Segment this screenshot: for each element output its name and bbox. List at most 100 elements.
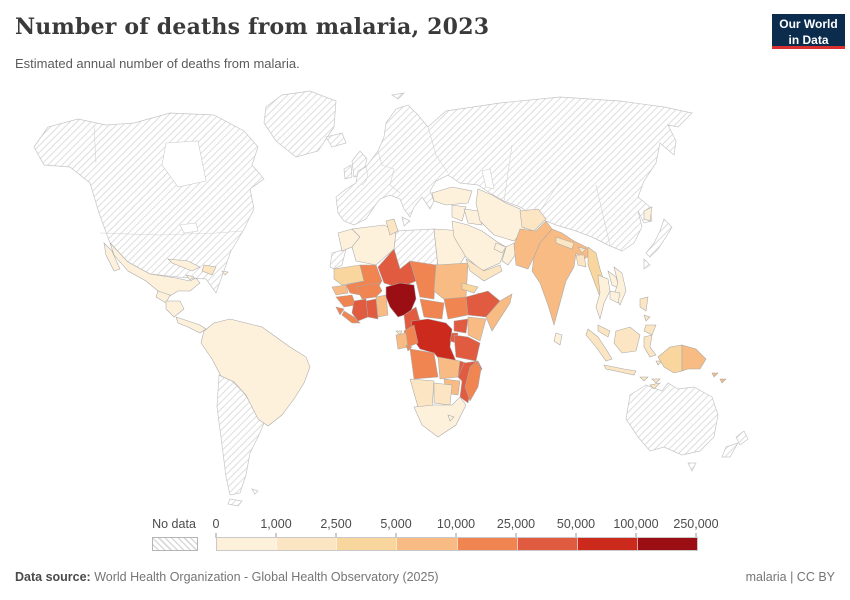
country-gabon[interactable] (395, 332, 409, 350)
legend-bin-swatch[interactable] (336, 538, 397, 550)
country-lesser-sunda-2[interactable] (651, 378, 661, 384)
page-title: Number of deaths from malaria, 2023 (15, 14, 490, 40)
country-tunisia[interactable] (385, 218, 399, 236)
country-timor[interactable] (649, 382, 661, 390)
country-jamaica[interactable] (185, 274, 195, 281)
country-borneo[interactable] (613, 326, 641, 354)
country-namibia[interactable] (409, 378, 435, 410)
country-somalia[interactable] (485, 293, 513, 332)
country-iraq[interactable] (463, 208, 483, 226)
legend-bin-swatch[interactable] (217, 538, 277, 550)
border-line (427, 126, 449, 174)
country-turkey[interactable] (431, 186, 473, 206)
country-nepal[interactable] (555, 236, 575, 250)
country-south-sudan[interactable] (443, 296, 469, 320)
country-oman[interactable] (501, 242, 519, 266)
country-hispaniola[interactable] (201, 264, 217, 276)
legend-tick-label: 2,500 (320, 517, 352, 531)
legend-tick-label: 5,000 (380, 517, 412, 531)
country-india[interactable] (531, 228, 595, 326)
country-maluku[interactable] (655, 360, 663, 366)
country-saudi-arabia[interactable] (451, 220, 507, 272)
legend-bin-swatch[interactable] (276, 538, 337, 550)
country-sumatra[interactable] (585, 328, 613, 362)
country-solomon-1[interactable] (711, 372, 719, 378)
country-eritrea[interactable] (461, 282, 479, 294)
country-ghana[interactable] (365, 298, 379, 320)
border-line (535, 180, 561, 218)
country-sulawesi[interactable] (643, 334, 657, 358)
country-west-papua[interactable] (657, 344, 683, 374)
country-south-america-tropical[interactable] (200, 318, 311, 427)
country-equatorial-guinea[interactable] (395, 330, 403, 336)
country-cote-divoire[interactable] (351, 298, 369, 322)
country-cuba[interactable] (167, 258, 201, 272)
region-greenland-no-data (263, 90, 337, 158)
region-new-zealand-north-no-data (735, 430, 749, 446)
country-uae-qatar[interactable] (493, 242, 507, 254)
country-philippines-luzon[interactable] (639, 296, 649, 312)
country-yemen[interactable] (465, 258, 503, 282)
legend-tick-mark (695, 533, 697, 538)
country-honduras-nicaragua[interactable] (165, 300, 185, 318)
owid-logo-line2: in Data (788, 32, 829, 47)
country-burkina-faso[interactable] (355, 282, 383, 300)
country-uganda[interactable] (453, 318, 469, 334)
region-western-sahara-no-data (329, 248, 347, 270)
country-guinea[interactable] (335, 294, 357, 308)
country-madagascar[interactable] (464, 360, 482, 402)
legend-bin-swatch[interactable] (396, 538, 457, 550)
country-zambia[interactable] (437, 356, 461, 380)
country-puerto-rico[interactable] (221, 270, 229, 276)
country-costa-rica-panama[interactable] (175, 316, 207, 334)
country-sudan[interactable] (433, 262, 469, 302)
country-philippines-mindanao[interactable] (643, 324, 657, 336)
country-mauritania[interactable] (333, 264, 365, 286)
country-papua-new-guinea[interactable] (681, 344, 707, 372)
country-lesser-sunda-1[interactable] (639, 376, 649, 382)
country-chad[interactable] (409, 260, 437, 300)
country-senegal[interactable] (331, 284, 349, 296)
country-north-korea[interactable] (643, 206, 653, 222)
region-southern-cone-no-data (216, 374, 265, 496)
owid-logo[interactable]: Our World in Data (772, 14, 845, 49)
country-solomon-2[interactable] (719, 378, 727, 384)
footer-license[interactable]: malaria | CC BY (745, 570, 835, 584)
country-botswana[interactable] (433, 382, 453, 406)
country-sierra-leone[interactable] (335, 306, 345, 316)
country-cambodia[interactable] (609, 290, 621, 304)
legend-bin-swatch[interactable] (636, 538, 697, 550)
country-bangladesh[interactable] (575, 254, 587, 268)
country-kenya[interactable] (467, 316, 487, 342)
country-car[interactable] (419, 298, 445, 320)
country-syria-jordan[interactable] (451, 204, 467, 222)
country-tanzania[interactable] (453, 334, 481, 362)
country-sri-lanka[interactable] (553, 332, 563, 346)
legend-tick-mark (215, 533, 217, 538)
country-togo-benin[interactable] (375, 294, 389, 318)
region-japan-no-data (645, 218, 673, 258)
border-line (389, 168, 401, 194)
border-line (503, 144, 513, 202)
legend-tick-mark (395, 533, 397, 538)
country-mexico[interactable] (109, 242, 201, 298)
legend-tick-label: 25,000 (496, 517, 536, 531)
legend-no-data-swatch[interactable] (152, 537, 198, 551)
country-lesotho[interactable] (447, 414, 455, 422)
legend-bin-swatch[interactable] (456, 538, 517, 550)
country-bhutan[interactable] (577, 246, 587, 254)
region-tasmania-no-data (687, 462, 697, 472)
country-angola[interactable] (409, 348, 439, 380)
footer-datasource: Data source: World Health Organization -… (15, 570, 439, 584)
country-malaysia[interactable] (597, 324, 611, 338)
country-liberia[interactable] (341, 310, 361, 324)
country-south-africa[interactable] (413, 396, 467, 438)
country-baja[interactable] (103, 242, 121, 272)
legend-bin-swatch[interactable] (516, 538, 577, 550)
country-java[interactable] (603, 364, 637, 376)
country-philippines-visayas[interactable] (643, 314, 651, 322)
world-map[interactable] (0, 85, 850, 515)
country-thailand[interactable] (595, 274, 611, 320)
legend-bin-swatch[interactable] (576, 538, 637, 550)
country-afghanistan[interactable] (519, 208, 547, 232)
